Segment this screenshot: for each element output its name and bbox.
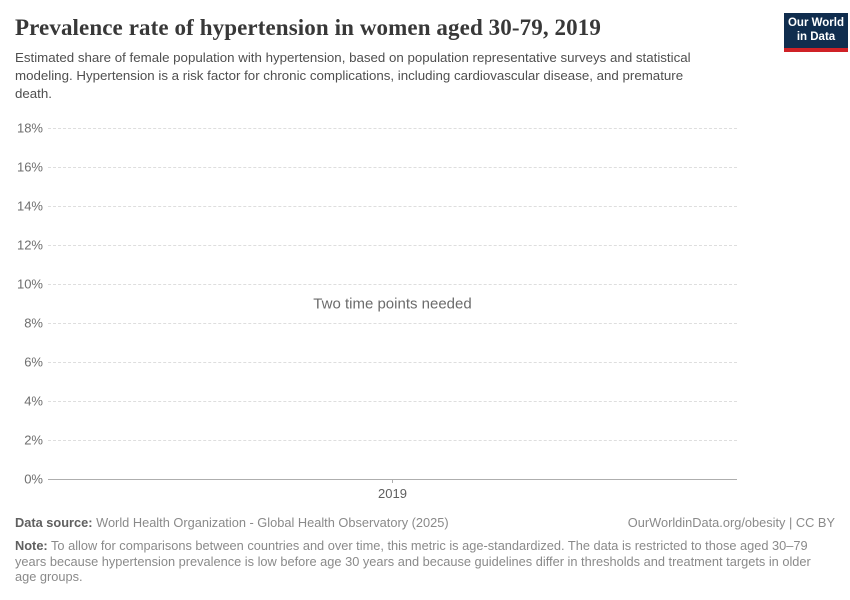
gridline <box>48 401 737 402</box>
chart-plot-area: 18% 16% 14% 12% 10% 8% 6% 4% 2% 0% Two time point… <box>0 121 850 501</box>
gridline <box>48 206 737 207</box>
chart-subtitle: Estimated share of female population wit… <box>15 50 691 101</box>
y-axis-tick-label: 12% <box>16 237 43 253</box>
note-label: Note: <box>15 538 48 553</box>
y-axis-tick-label: 2% <box>24 432 43 448</box>
note-text: To allow for comparisons between countri… <box>15 538 811 585</box>
y-axis-tick-label: 6% <box>24 354 43 370</box>
gridline <box>48 323 737 324</box>
y-axis-tick-label: 8% <box>24 315 43 331</box>
gridline <box>48 128 737 129</box>
y-axis-tick-label: 18% <box>16 120 43 136</box>
y-axis-tick-label: 10% <box>16 276 43 292</box>
empty-state-message: Two time points needed <box>313 295 472 313</box>
owid-logo-line1: Our World <box>787 17 844 29</box>
footnote: Note: To allow for comparisons between c… <box>15 538 835 585</box>
owid-logo-line2: in Data <box>796 30 836 43</box>
y-axis-tick-label: 14% <box>16 198 43 214</box>
x-axis-tick <box>392 479 393 483</box>
data-source-text: World Health Organization - Global Healt… <box>96 515 449 530</box>
attribution-link[interactable]: OurWorldinData.org/obesity | CC BY <box>627 515 835 530</box>
data-source-row: Data source: World Health Organization -… <box>15 515 835 530</box>
y-axis-tick-label: 4% <box>24 393 43 409</box>
gridline <box>48 284 737 285</box>
data-source-label: Data source: <box>15 515 93 530</box>
gridline <box>48 167 737 168</box>
y-axis-tick-label: 0% <box>24 471 43 487</box>
y-axis-tick-label: 16% <box>16 159 43 175</box>
chart-header: Prevalence rate of hypertension in women… <box>15 0 835 103</box>
owid-logo[interactable]: Our World in Data <box>784 13 848 52</box>
gridline <box>48 362 737 363</box>
chart-footer: Data source: World Health Organization -… <box>15 515 835 585</box>
x-axis-tick-label: 2019 <box>378 486 407 501</box>
gridline <box>48 440 737 441</box>
data-source: Data source: World Health Organization -… <box>15 515 449 530</box>
gridline <box>48 245 737 246</box>
page-title: Prevalence rate of hypertension in women… <box>15 15 601 40</box>
